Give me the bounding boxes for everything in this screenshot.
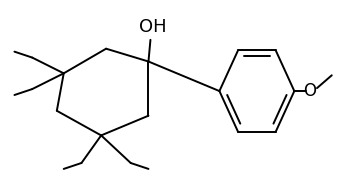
Text: OH: OH	[139, 18, 166, 36]
Text: O: O	[304, 82, 317, 100]
